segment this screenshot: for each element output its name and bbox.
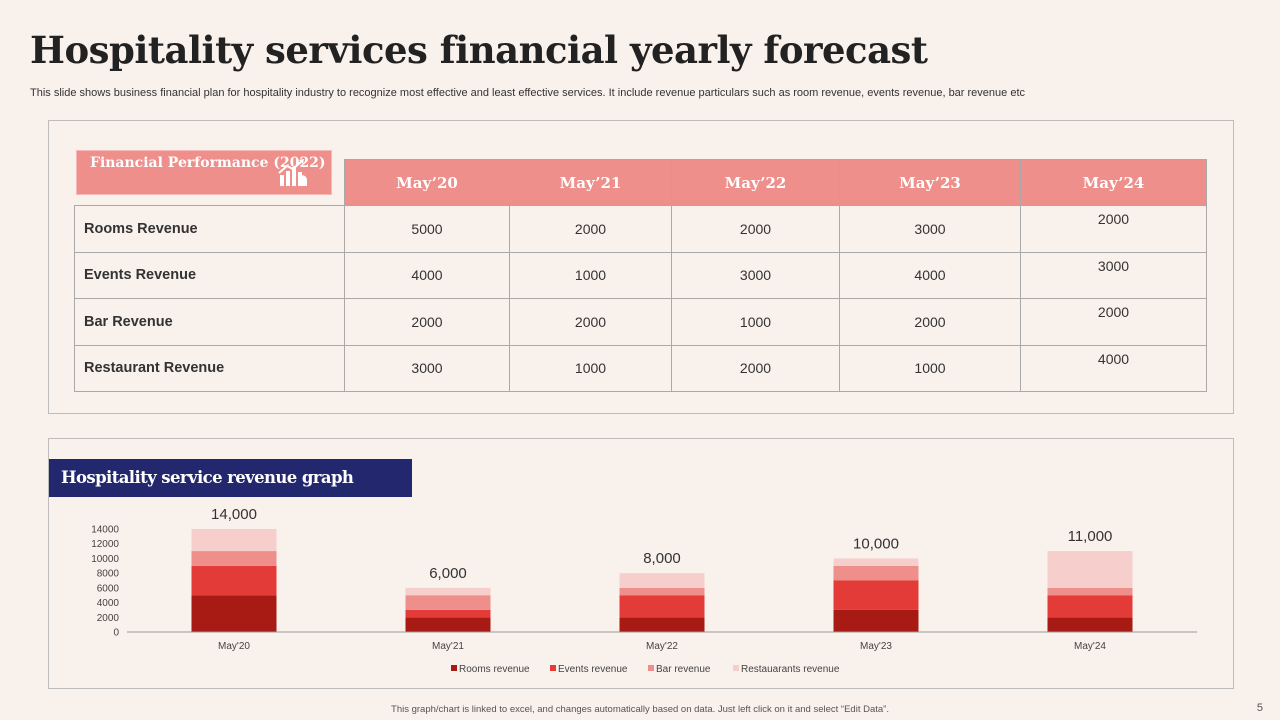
table-row: Restaurant Revenue 3000 1000 2000 1000 4… xyxy=(74,344,1207,392)
bar-segment xyxy=(619,617,705,632)
legend-label: Rooms revenue xyxy=(459,664,530,675)
page-number: 5 xyxy=(1256,702,1263,714)
bar-segment xyxy=(191,595,277,632)
bar-total-label: 11,000 xyxy=(1068,528,1113,545)
bar-segment xyxy=(619,573,705,588)
y-tick-label: 8000 xyxy=(97,569,120,580)
footer-note: This graph/chart is linked to excel, and… xyxy=(391,704,889,715)
table-cell: 2000 xyxy=(509,298,672,346)
table-cell: 1000 xyxy=(509,251,672,300)
table-cell: 2000 xyxy=(671,205,840,253)
row-label: Restaurant Revenue xyxy=(74,344,345,392)
bar-segment xyxy=(1047,595,1133,618)
financial-performance-label: Financial Performance (2022) xyxy=(76,150,332,195)
table-header-cell: May’20 xyxy=(344,158,510,207)
bar-segment xyxy=(833,580,919,610)
bar-segment xyxy=(405,587,491,596)
table-cell: 4000 xyxy=(1020,344,1207,392)
x-tick-label: May'21 xyxy=(432,641,464,652)
table-cell: 2000 xyxy=(344,298,510,346)
y-tick-label: 12000 xyxy=(91,539,119,550)
bar-segment xyxy=(1047,551,1133,588)
table-cell: 1000 xyxy=(509,344,672,392)
bar-segment xyxy=(833,565,919,581)
legend-swatch xyxy=(733,665,739,671)
graph-title: Hospitality service revenue graph xyxy=(49,459,412,497)
y-tick-label: 14000 xyxy=(91,525,119,536)
bar-segment xyxy=(1047,587,1133,596)
table-row: Rooms Revenue 5000 2000 2000 3000 2000 xyxy=(74,205,1207,253)
bar-total-label: 6,000 xyxy=(429,565,467,582)
bar-total-label: 8,000 xyxy=(643,550,681,567)
y-tick-label: 4000 xyxy=(97,598,120,609)
table-cell: 4000 xyxy=(344,251,510,300)
bar-segment xyxy=(405,609,491,618)
bar-segment xyxy=(833,558,919,566)
bar-total-label: 10,000 xyxy=(853,535,899,552)
legend-swatch xyxy=(648,665,654,671)
row-label: Rooms Revenue xyxy=(74,205,345,253)
x-tick-label: May'22 xyxy=(646,641,678,652)
table-header-cell: May’24 xyxy=(1020,158,1207,207)
y-tick-label: 6000 xyxy=(97,583,120,594)
table-row: Bar Revenue 2000 2000 1000 2000 2000 xyxy=(74,298,1207,346)
page-subtitle: This slide shows business financial plan… xyxy=(30,87,1026,99)
table-cell: 2000 xyxy=(1020,205,1207,253)
bar-segment xyxy=(191,551,277,566)
y-tick-label: 0 xyxy=(113,628,119,639)
table-header-cell: May’21 xyxy=(509,158,672,207)
bar-segment xyxy=(1047,617,1133,632)
table-cell: 2000 xyxy=(839,298,1021,346)
table-header-cell: May’23 xyxy=(839,158,1021,207)
financial-performance-text: Financial Performance (2022) xyxy=(90,155,326,171)
bar-segment xyxy=(619,595,705,618)
legend-label: Events revenue xyxy=(558,664,628,675)
y-tick-label: 10000 xyxy=(91,554,119,565)
table-cell: 3000 xyxy=(1020,251,1207,300)
bar-segment xyxy=(833,609,919,632)
bar-segment xyxy=(191,565,277,596)
x-tick-label: May'20 xyxy=(218,641,250,652)
table-cell: 2000 xyxy=(1020,298,1207,346)
row-label: Bar Revenue xyxy=(74,298,345,346)
bar-chart-growth-icon xyxy=(278,159,307,186)
legend-label: Bar revenue xyxy=(656,664,711,675)
legend-label: Restauarants revenue xyxy=(741,664,840,675)
table-cell: 1000 xyxy=(671,298,840,346)
bar-total-label: 14,000 xyxy=(211,506,257,523)
table-cell: 2000 xyxy=(509,205,672,253)
table-cell: 3000 xyxy=(344,344,510,392)
financial-table: May’20 May’21 May’22 May’23 May’24 Rooms… xyxy=(74,158,1207,392)
legend-swatch xyxy=(550,665,556,671)
bar-segment xyxy=(619,587,705,596)
y-tick-label: 2000 xyxy=(97,613,120,624)
legend-swatch xyxy=(451,665,457,671)
table-cell: 3000 xyxy=(839,205,1021,253)
bar-segment xyxy=(405,617,491,632)
table-cell: 3000 xyxy=(671,251,840,300)
page-title: Hospitality services financial yearly fo… xyxy=(30,28,928,72)
bar-segment xyxy=(405,595,491,610)
table-cell: 1000 xyxy=(839,344,1021,392)
bar-segment xyxy=(191,529,277,552)
table-cell: 2000 xyxy=(671,344,840,392)
table-header-cell: May’22 xyxy=(671,158,840,207)
table-cell: 5000 xyxy=(344,205,510,253)
x-tick-label: May'23 xyxy=(860,641,892,652)
x-tick-label: May'24 xyxy=(1074,641,1106,652)
